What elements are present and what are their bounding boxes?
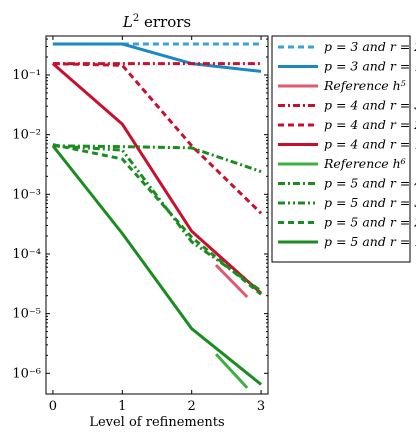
legend: p = 3 and r = 2 p = 3 and r = 1 Reference … <box>271 35 416 263</box>
legend-label-3: p = 4 and r = 3 <box>324 98 416 113</box>
y-axis: 10⁻¹ 10⁻² 10⁻³ 10⁻⁴ 10⁻⁵ 10⁻⁶ <box>12 38 268 381</box>
series-line-9 <box>52 143 263 296</box>
legend-frame <box>271 35 411 263</box>
series-line-5 <box>51 62 263 295</box>
y-tick-label: 10⁻³ <box>12 187 41 202</box>
x-tick-label: 1 <box>118 399 126 414</box>
series-line-2 <box>214 264 249 299</box>
y-tick-label: 10⁻² <box>12 128 41 143</box>
plot-area <box>51 42 263 389</box>
legend-label-9: p = 5 and r = 2 <box>324 215 416 230</box>
chart-title: L2 errors <box>122 13 191 31</box>
series-line-4 <box>52 62 263 215</box>
series-line-6 <box>214 353 249 389</box>
x-tick-label: 0 <box>49 399 57 414</box>
legend-label-8: p = 5 and r = 3 <box>324 195 416 210</box>
legend-label-1: p = 3 and r = 1 <box>324 59 416 74</box>
legend-label-6: Reference h⁶ <box>323 156 406 171</box>
legend-label-2: Reference h⁵ <box>323 78 406 93</box>
y-tick-label: 10⁻⁶ <box>12 366 41 381</box>
series-line-10 <box>51 144 263 386</box>
y-tick-label: 10⁻⁴ <box>12 247 41 262</box>
x-axis: 0 1 2 3 <box>49 36 265 414</box>
legend-label-4: p = 4 and r = 2 <box>324 117 416 132</box>
y-tick-label: 10⁻⁵ <box>12 307 41 322</box>
legend-label-5: p = 4 and r = 1 <box>324 137 416 152</box>
series-line-1 <box>52 42 262 73</box>
legend-label-10: p = 5 and r = 1 <box>324 234 416 249</box>
x-tick-label: 2 <box>188 399 196 414</box>
legend-label-0: p = 3 and r = 2 <box>324 39 416 54</box>
series-line-7 <box>52 144 262 174</box>
y-tick-label: 10⁻¹ <box>12 68 41 83</box>
x-axis-label: Level of refinements <box>89 415 224 430</box>
legend-label-7: p = 5 and r = 4 <box>324 176 416 191</box>
x-tick-label: 3 <box>257 399 265 414</box>
plot-frame <box>45 35 269 395</box>
